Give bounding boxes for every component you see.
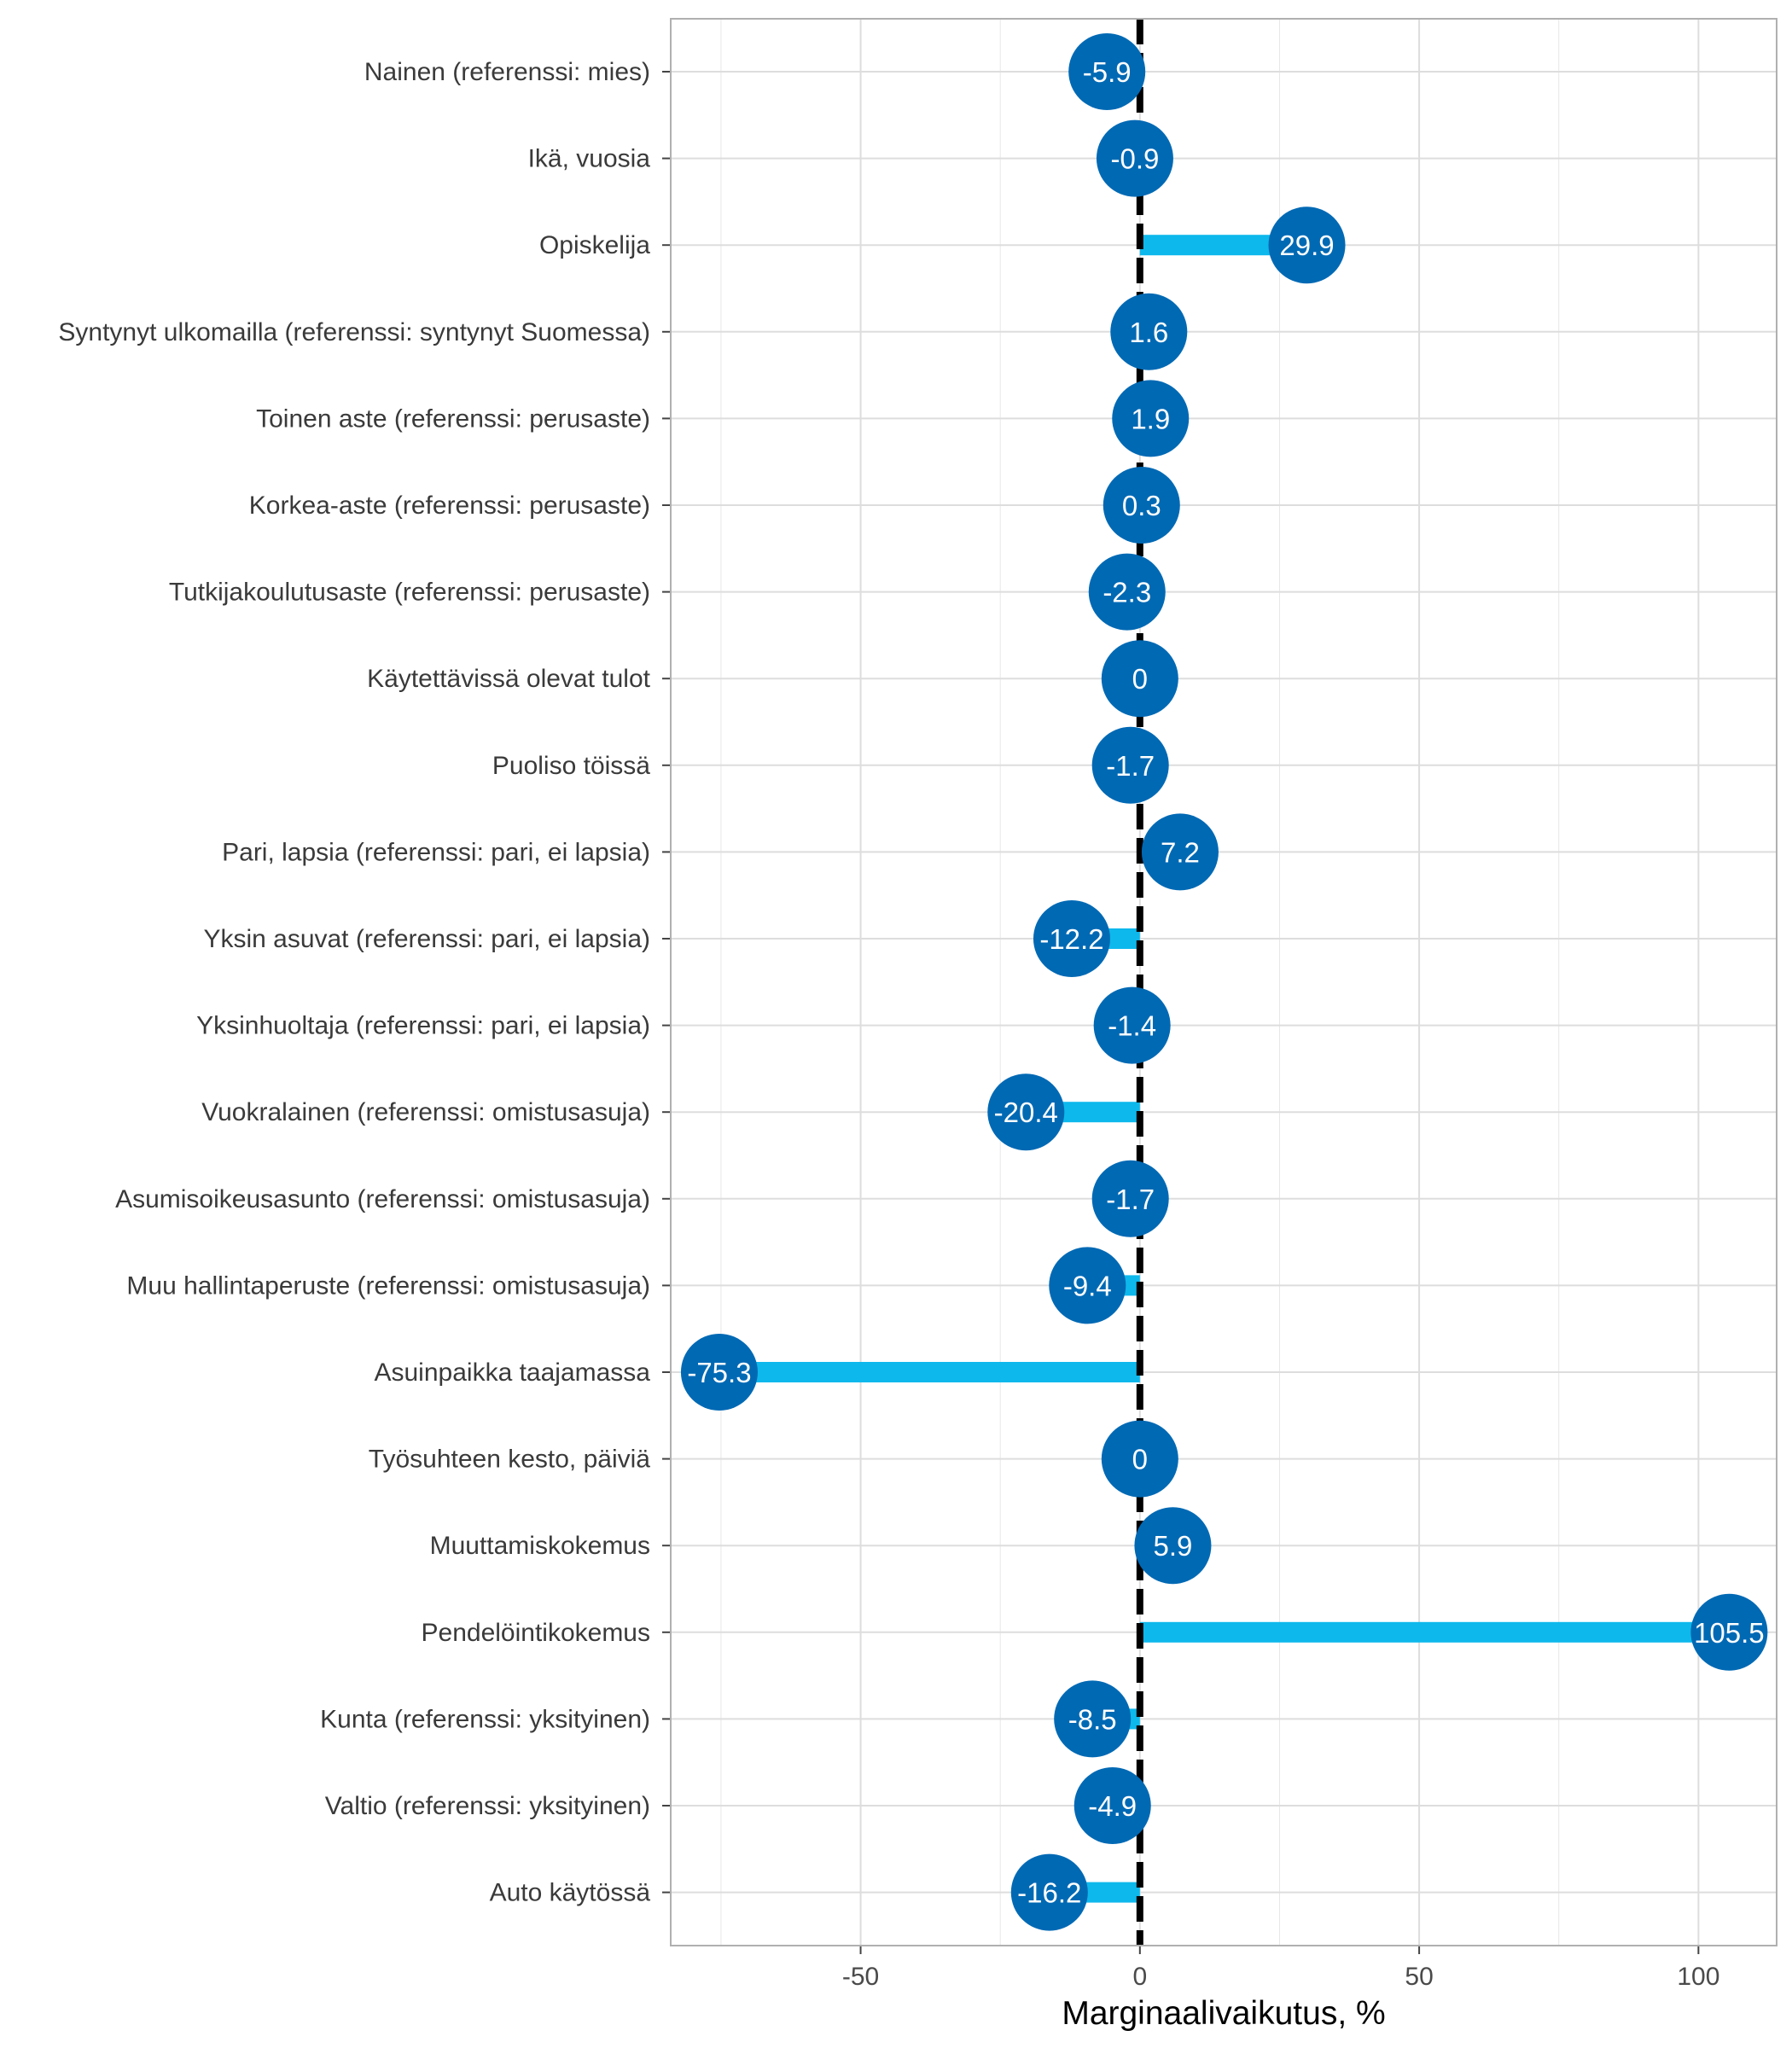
data-point: [1101, 640, 1178, 718]
data-label: -20.4: [994, 1097, 1058, 1128]
data-label: 1.9: [1131, 403, 1170, 434]
data-point: [1049, 1247, 1126, 1324]
data-label: -5.9: [1083, 56, 1132, 88]
data-point: [1268, 207, 1346, 284]
bar: [719, 1362, 1140, 1382]
data-label: 0: [1132, 1444, 1148, 1475]
data-label: 29.9: [1279, 230, 1334, 261]
x-tick-label: -50: [842, 1963, 879, 1991]
data-point: [680, 1334, 758, 1411]
data-label: -2.3: [1103, 577, 1151, 608]
data-point: [1103, 467, 1180, 544]
data-label: 7.2: [1161, 836, 1200, 868]
x-tick-label: 0: [1132, 1963, 1147, 1991]
category-label: Tutkijakoulutusaste (referenssi: perusas…: [169, 579, 650, 607]
data-label: -16.2: [1017, 1877, 1081, 1909]
bar-layer: [719, 61, 1730, 1903]
data-point: [1101, 1420, 1178, 1498]
category-label: Asumisoikeusasunto (referenssi: omistusa…: [115, 1185, 650, 1213]
category-label: Asuinpaikka taajamassa: [374, 1359, 650, 1387]
category-label: Auto käytössä: [490, 1879, 651, 1907]
data-label: 0: [1132, 663, 1148, 695]
category-label: Opiskelija: [539, 231, 650, 259]
category-label: Pendelöintikokemus: [422, 1619, 651, 1647]
data-label: -8.5: [1068, 1703, 1117, 1735]
category-label: Muuttamiskokemus: [430, 1532, 650, 1560]
category-label: Syntynyt ulkomailla (referenssi: syntyny…: [58, 318, 650, 346]
data-label: 5.9: [1153, 1530, 1192, 1562]
data-point: [1112, 380, 1190, 457]
data-label: 1.6: [1129, 317, 1168, 348]
bar: [1139, 1621, 1730, 1643]
data-point: [1096, 119, 1173, 197]
category-label: Muu hallintaperuste (referenssi: omistus…: [126, 1271, 650, 1300]
panel-border: [670, 18, 1777, 1946]
data-label: -1.7: [1106, 1184, 1155, 1215]
category-label: Yksin asuvat (referenssi: pari, ei lapsi…: [203, 925, 650, 953]
data-point: [1091, 1160, 1169, 1237]
data-point: [1110, 293, 1188, 370]
data-label: 105.5: [1694, 1617, 1765, 1649]
data-point: [1093, 986, 1171, 1064]
data-label: -75.3: [687, 1357, 751, 1388]
data-label: -1.4: [1108, 1010, 1156, 1042]
data-point: [1073, 1767, 1151, 1844]
data-label: -9.4: [1063, 1270, 1112, 1301]
category-label: Vuokralainen (referenssi: omistusasuja): [201, 1098, 650, 1126]
category-label: Puoliso töissä: [492, 752, 650, 780]
category-axis: Nainen (referenssi: mies) Ikä, vuosia Opis…: [58, 58, 671, 1907]
point-layer: -5.9 -0.9 29.9 1.6 1.9 0.3 -2.3 0 -1.7 7.2 -12.2 -1…: [680, 33, 1768, 1931]
x-axis-title: Marginaalivaikutus, %: [1062, 1995, 1385, 2032]
grid-layer: [671, 19, 1777, 1946]
category-label: Yksinhuoltaja (referenssi: pari, ei laps…: [196, 1012, 650, 1040]
data-point: [1690, 1593, 1768, 1671]
x-tick-label: 50: [1405, 1963, 1433, 1991]
data-label: -4.9: [1088, 1790, 1137, 1822]
data-point: [1033, 900, 1110, 977]
category-label: Nainen (referenssi: mies): [364, 58, 650, 86]
data-point: [1088, 553, 1166, 631]
data-point: [987, 1073, 1065, 1151]
data-point: [1068, 33, 1146, 110]
data-label: -1.7: [1106, 750, 1155, 782]
category-label: Korkea-aste (referenssi: perusaste): [249, 492, 650, 520]
data-label: 0.3: [1122, 490, 1161, 521]
data-point: [1054, 1680, 1132, 1758]
data-label: -12.2: [1039, 923, 1103, 955]
value-axis: -50 0 50 100: [842, 1946, 1719, 1991]
category-label: Ikä, vuosia: [528, 145, 651, 173]
x-tick-label: 100: [1677, 1963, 1719, 1991]
category-label: Käytettävissä olevat tulot: [367, 665, 651, 693]
category-label: Kunta (referenssi: yksityinen): [320, 1705, 650, 1733]
data-label: -0.9: [1110, 143, 1159, 175]
data-point: [1091, 726, 1169, 804]
category-label: Työsuhteen kesto, päiviä: [369, 1446, 651, 1474]
data-point: [1141, 813, 1219, 891]
category-label: Valtio (referenssi: yksityinen): [325, 1792, 650, 1820]
category-label: Toinen aste (referenssi: perusaste): [256, 404, 650, 433]
data-point: [1010, 1853, 1088, 1931]
category-label: Pari, lapsia (referenssi: pari, ei lapsi…: [222, 838, 650, 866]
data-point: [1134, 1507, 1212, 1585]
